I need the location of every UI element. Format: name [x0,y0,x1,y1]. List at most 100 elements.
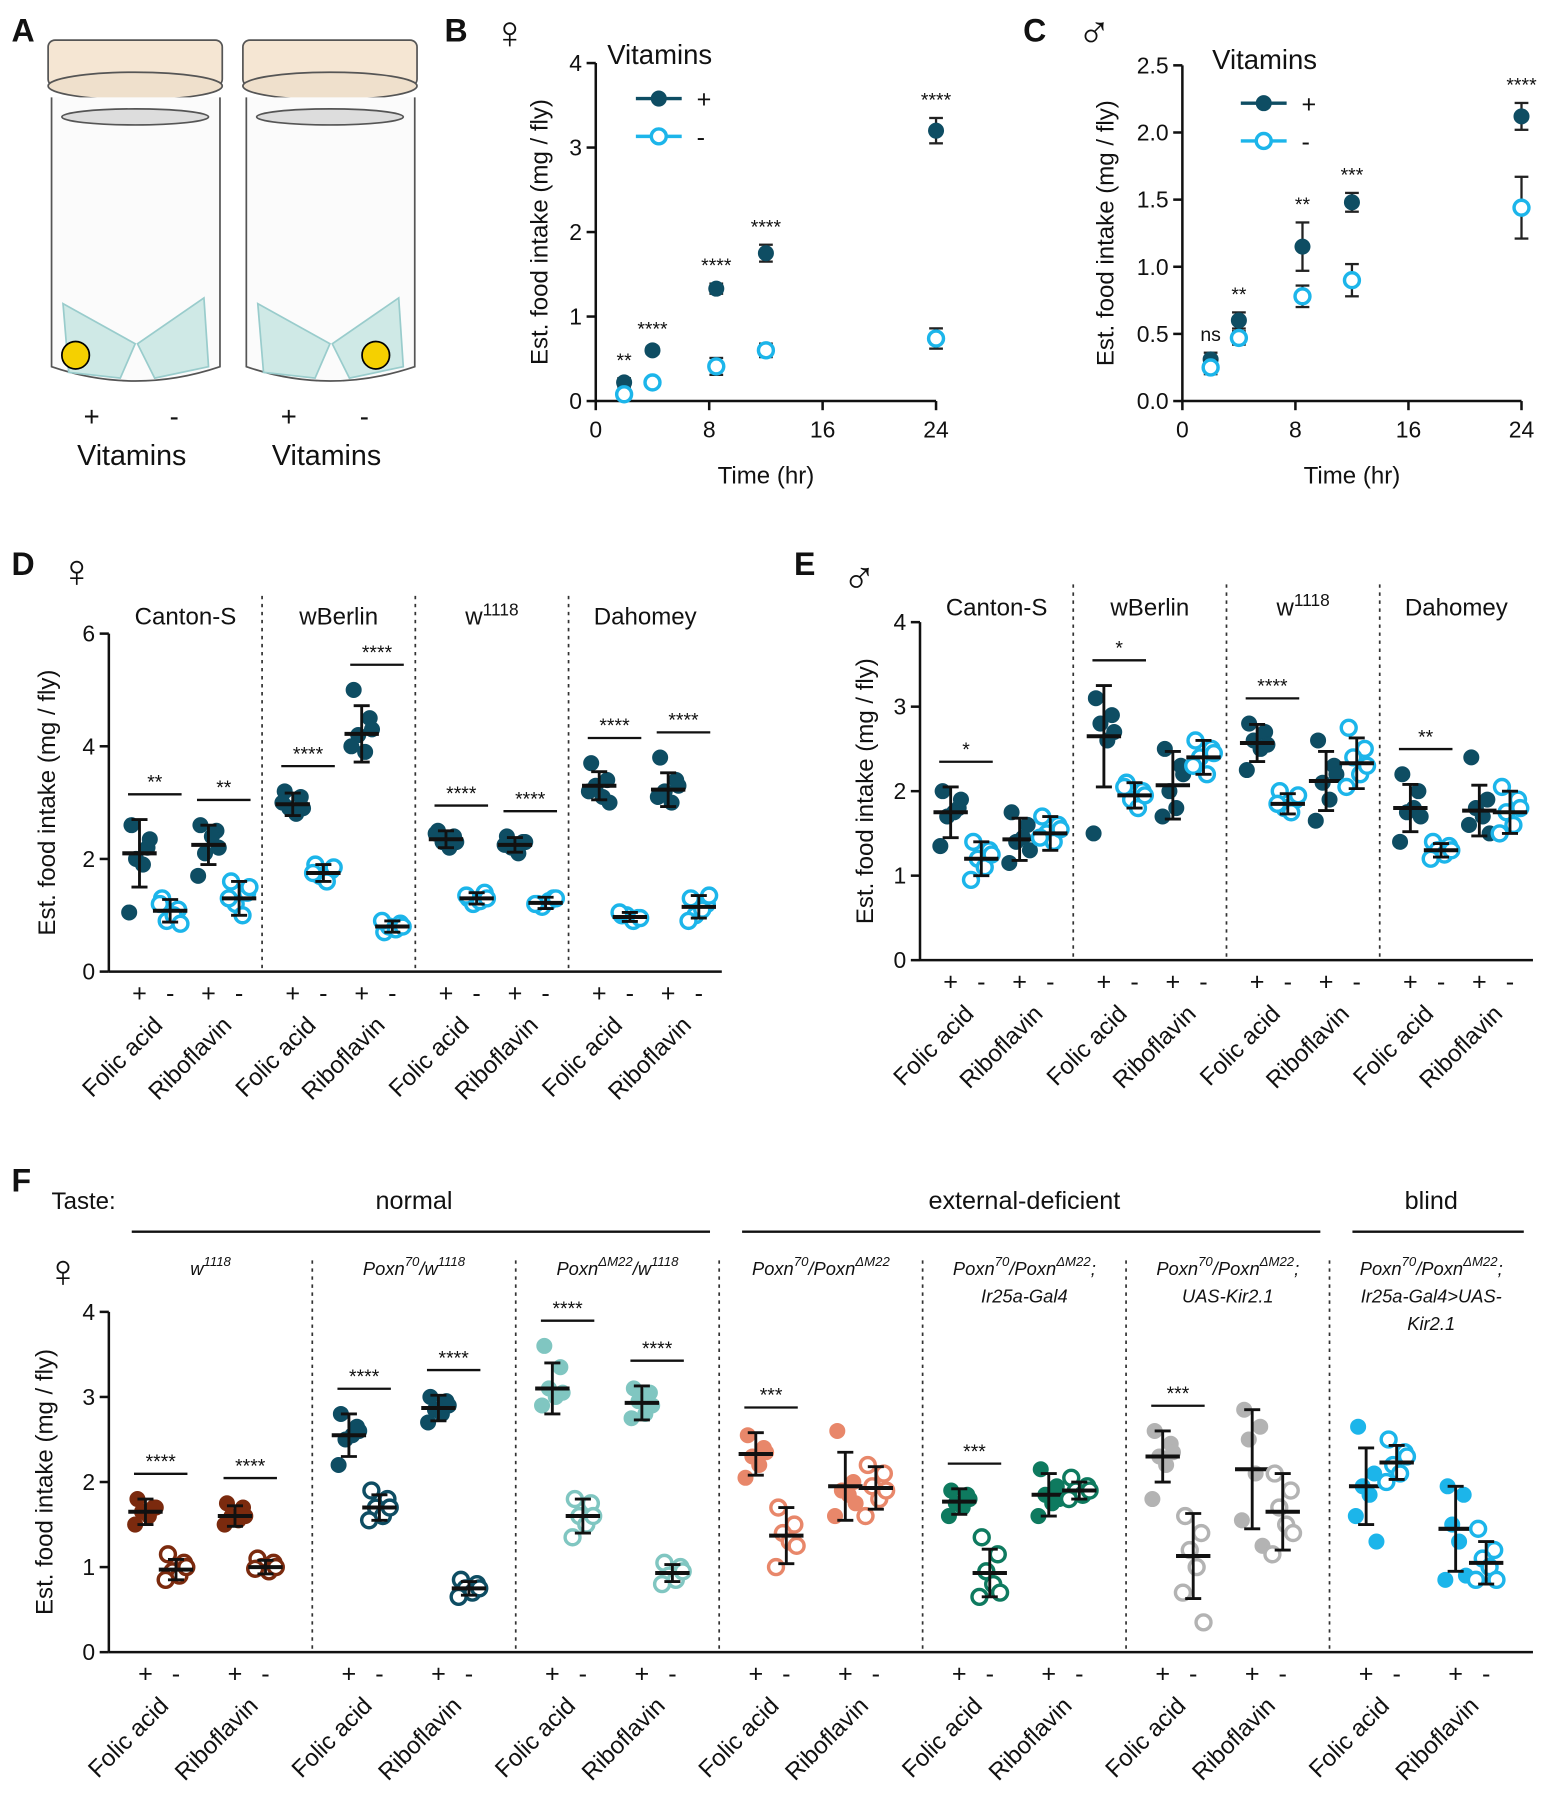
point [644,1397,661,1414]
point [121,904,138,921]
significance: **** [668,710,699,732]
x-tick-label: + [1165,968,1180,996]
x-tick-label: - [541,979,549,1007]
treatment-label: Folic acid [1100,1692,1191,1783]
name-part: /w [417,1258,439,1279]
point [171,914,190,933]
x-tick-label: + [1041,1660,1056,1688]
legend-label: + [697,86,712,114]
panel-letter: B [445,12,468,48]
x-tick-label: - [668,1660,676,1688]
group-name: Poxn70/PoxnΔM22; [1156,1254,1299,1279]
group-name: Ir25a-Gal4>UAS- [1361,1286,1502,1307]
y-tick-label: 1.0 [1137,254,1169,280]
y-axis-label: Est. food intake (mg / fly) [1093,100,1120,366]
point [1321,791,1338,808]
name-part: w [464,603,483,630]
point [1168,800,1185,817]
point [1293,287,1312,306]
point [457,886,476,905]
point [829,1422,846,1439]
point [1468,1519,1488,1538]
point [876,1481,896,1500]
point [1230,312,1247,329]
x-tick-label: - [465,1660,473,1688]
point [1339,718,1358,737]
sex-symbol: ♂ [1077,7,1111,58]
name-part: Ir25a-Gal4 [981,1286,1068,1307]
name-part: ; [1294,1258,1299,1279]
point [1421,849,1440,868]
point [210,839,227,856]
treatment-label: Folic acid [1304,1692,1395,1783]
group-name: w1118 [464,599,518,630]
point [739,1427,756,1444]
taste-class: external-deficient [928,1187,1120,1215]
x-tick-label: - [1189,1660,1197,1688]
point [766,1557,786,1577]
x-tick-label: + [661,979,676,1007]
point [1184,756,1203,775]
significance: **** [599,715,630,737]
point [1377,1472,1396,1492]
point [1173,1583,1193,1602]
significance: *** [760,1385,783,1407]
treatment-label: Folic acid [897,1692,988,1783]
point [707,357,726,376]
jar-label: + [281,401,297,432]
x-tick-label: + [354,979,369,1007]
x-tick-label: - [986,1660,994,1688]
x-tick-label: 24 [1509,417,1535,443]
point [1194,1613,1213,1632]
point [1176,1506,1195,1526]
y-tick-label: 0.0 [1137,388,1169,414]
jar-label: - [170,401,179,432]
group-name: w1118 [1275,590,1329,621]
x-tick-label: + [1359,1660,1374,1688]
x-tick-label: + [1448,1660,1463,1688]
panel-a: A + - Vitamins + - Vitamins [11,12,418,472]
significance: **** [637,319,668,341]
significance: * [962,739,970,761]
treatment-label: Riboflavin [780,1692,874,1786]
y-tick-label: 2 [894,778,907,804]
point [1343,194,1360,211]
y-tick-label: 0 [82,959,95,985]
significance: ** [216,777,232,799]
point [1156,740,1173,757]
treatment-label: Riboflavin [1187,1692,1281,1786]
point [756,341,776,360]
significance: *** [963,1441,986,1463]
x-tick-label: - [1130,968,1138,996]
name-part: Poxn [752,1258,794,1279]
x-tick-label: - [977,968,985,996]
name-part: Poxn [1360,1258,1402,1279]
x-tick-label: - [1199,968,1207,996]
point [134,856,151,873]
x-tick-label: - [1279,1660,1287,1688]
x-tick-label: + [592,979,607,1007]
name-part: w [1275,594,1294,621]
taste-class: normal [376,1187,453,1215]
x-tick-label: - [375,1660,383,1688]
significance: **** [235,1455,266,1477]
y-axis-label: Est. food intake (mg / fly) [34,670,61,936]
legend-marker [649,127,668,146]
name-part: 70 [995,1254,1010,1269]
point [1513,108,1530,125]
treatment-label: Riboflavin [373,1692,467,1786]
name-part: /Poxn [1211,1258,1260,1279]
jar-label: - [360,401,369,432]
point [1392,833,1409,850]
x-tick-label: - [1284,968,1292,996]
legend-marker [1254,131,1273,151]
significance: **** [515,788,546,810]
point [534,1397,551,1414]
treatment-label: Folic acid [287,1692,378,1783]
sex-symbol: ♀ [46,1246,80,1297]
name-part: ΔM22 [854,1254,890,1269]
x-tick-label: 24 [923,417,949,443]
legend-marker [1255,95,1272,112]
x-tick-label: - [261,1660,269,1688]
x-tick-label: - [1437,968,1445,996]
